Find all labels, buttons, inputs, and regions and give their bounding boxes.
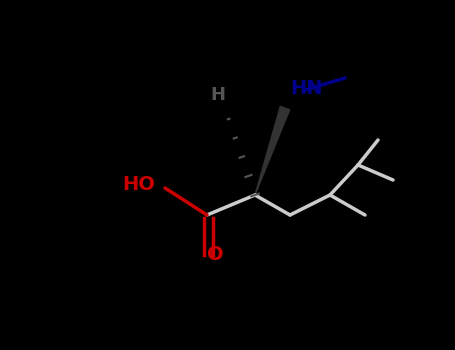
- Text: O: O: [207, 245, 223, 265]
- Text: HO: HO: [122, 175, 155, 195]
- Text: H: H: [211, 86, 226, 104]
- Text: HN: HN: [290, 78, 323, 98]
- Polygon shape: [255, 106, 290, 195]
